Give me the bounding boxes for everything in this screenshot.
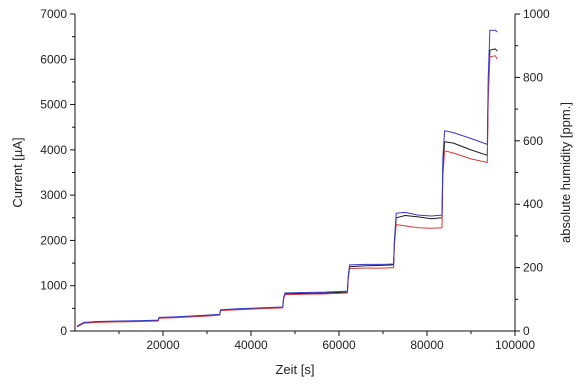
x-axis-title: Zeit [s] (275, 362, 314, 377)
ticks: 20000 40000 60000 80000 10000001000200030004… (40, 7, 550, 352)
y-tick-label: 6000 (40, 52, 67, 66)
y2-axis-title: absolute humidity [ppm.] (558, 102, 573, 243)
axes (74, 14, 516, 332)
series-layer (76, 29, 498, 328)
y-tick-label: 1000 (40, 279, 67, 293)
y-tick-label: 0 (60, 324, 67, 338)
y-tick-label: 5000 (40, 98, 67, 112)
y-tick-label: 3000 (40, 188, 67, 202)
x-tick-label: 40000 (234, 338, 268, 352)
y2-tick-label: 600 (523, 134, 543, 148)
y2-tick-label: 200 (523, 261, 543, 275)
y-axis-title: Current [µA] (10, 137, 25, 207)
x-tick-label: 100000 (495, 338, 535, 352)
series-line-1 (76, 48, 498, 327)
series-line-3 (76, 29, 498, 327)
y2-tick-label: 1000 (523, 7, 550, 21)
y-tick-label: 7000 (40, 7, 67, 21)
x-tick-label: 60000 (322, 338, 356, 352)
x-tick-label: 80000 (410, 338, 444, 352)
y2-tick-label: 0 (523, 324, 530, 338)
x-tick-label: 20000 (146, 338, 180, 352)
y2-tick-label: 800 (523, 70, 543, 84)
y-tick-label: 4000 (40, 143, 67, 157)
series-line-2 (76, 55, 498, 328)
y-tick-label: 2000 (40, 233, 67, 247)
y2-tick-label: 400 (523, 197, 543, 211)
